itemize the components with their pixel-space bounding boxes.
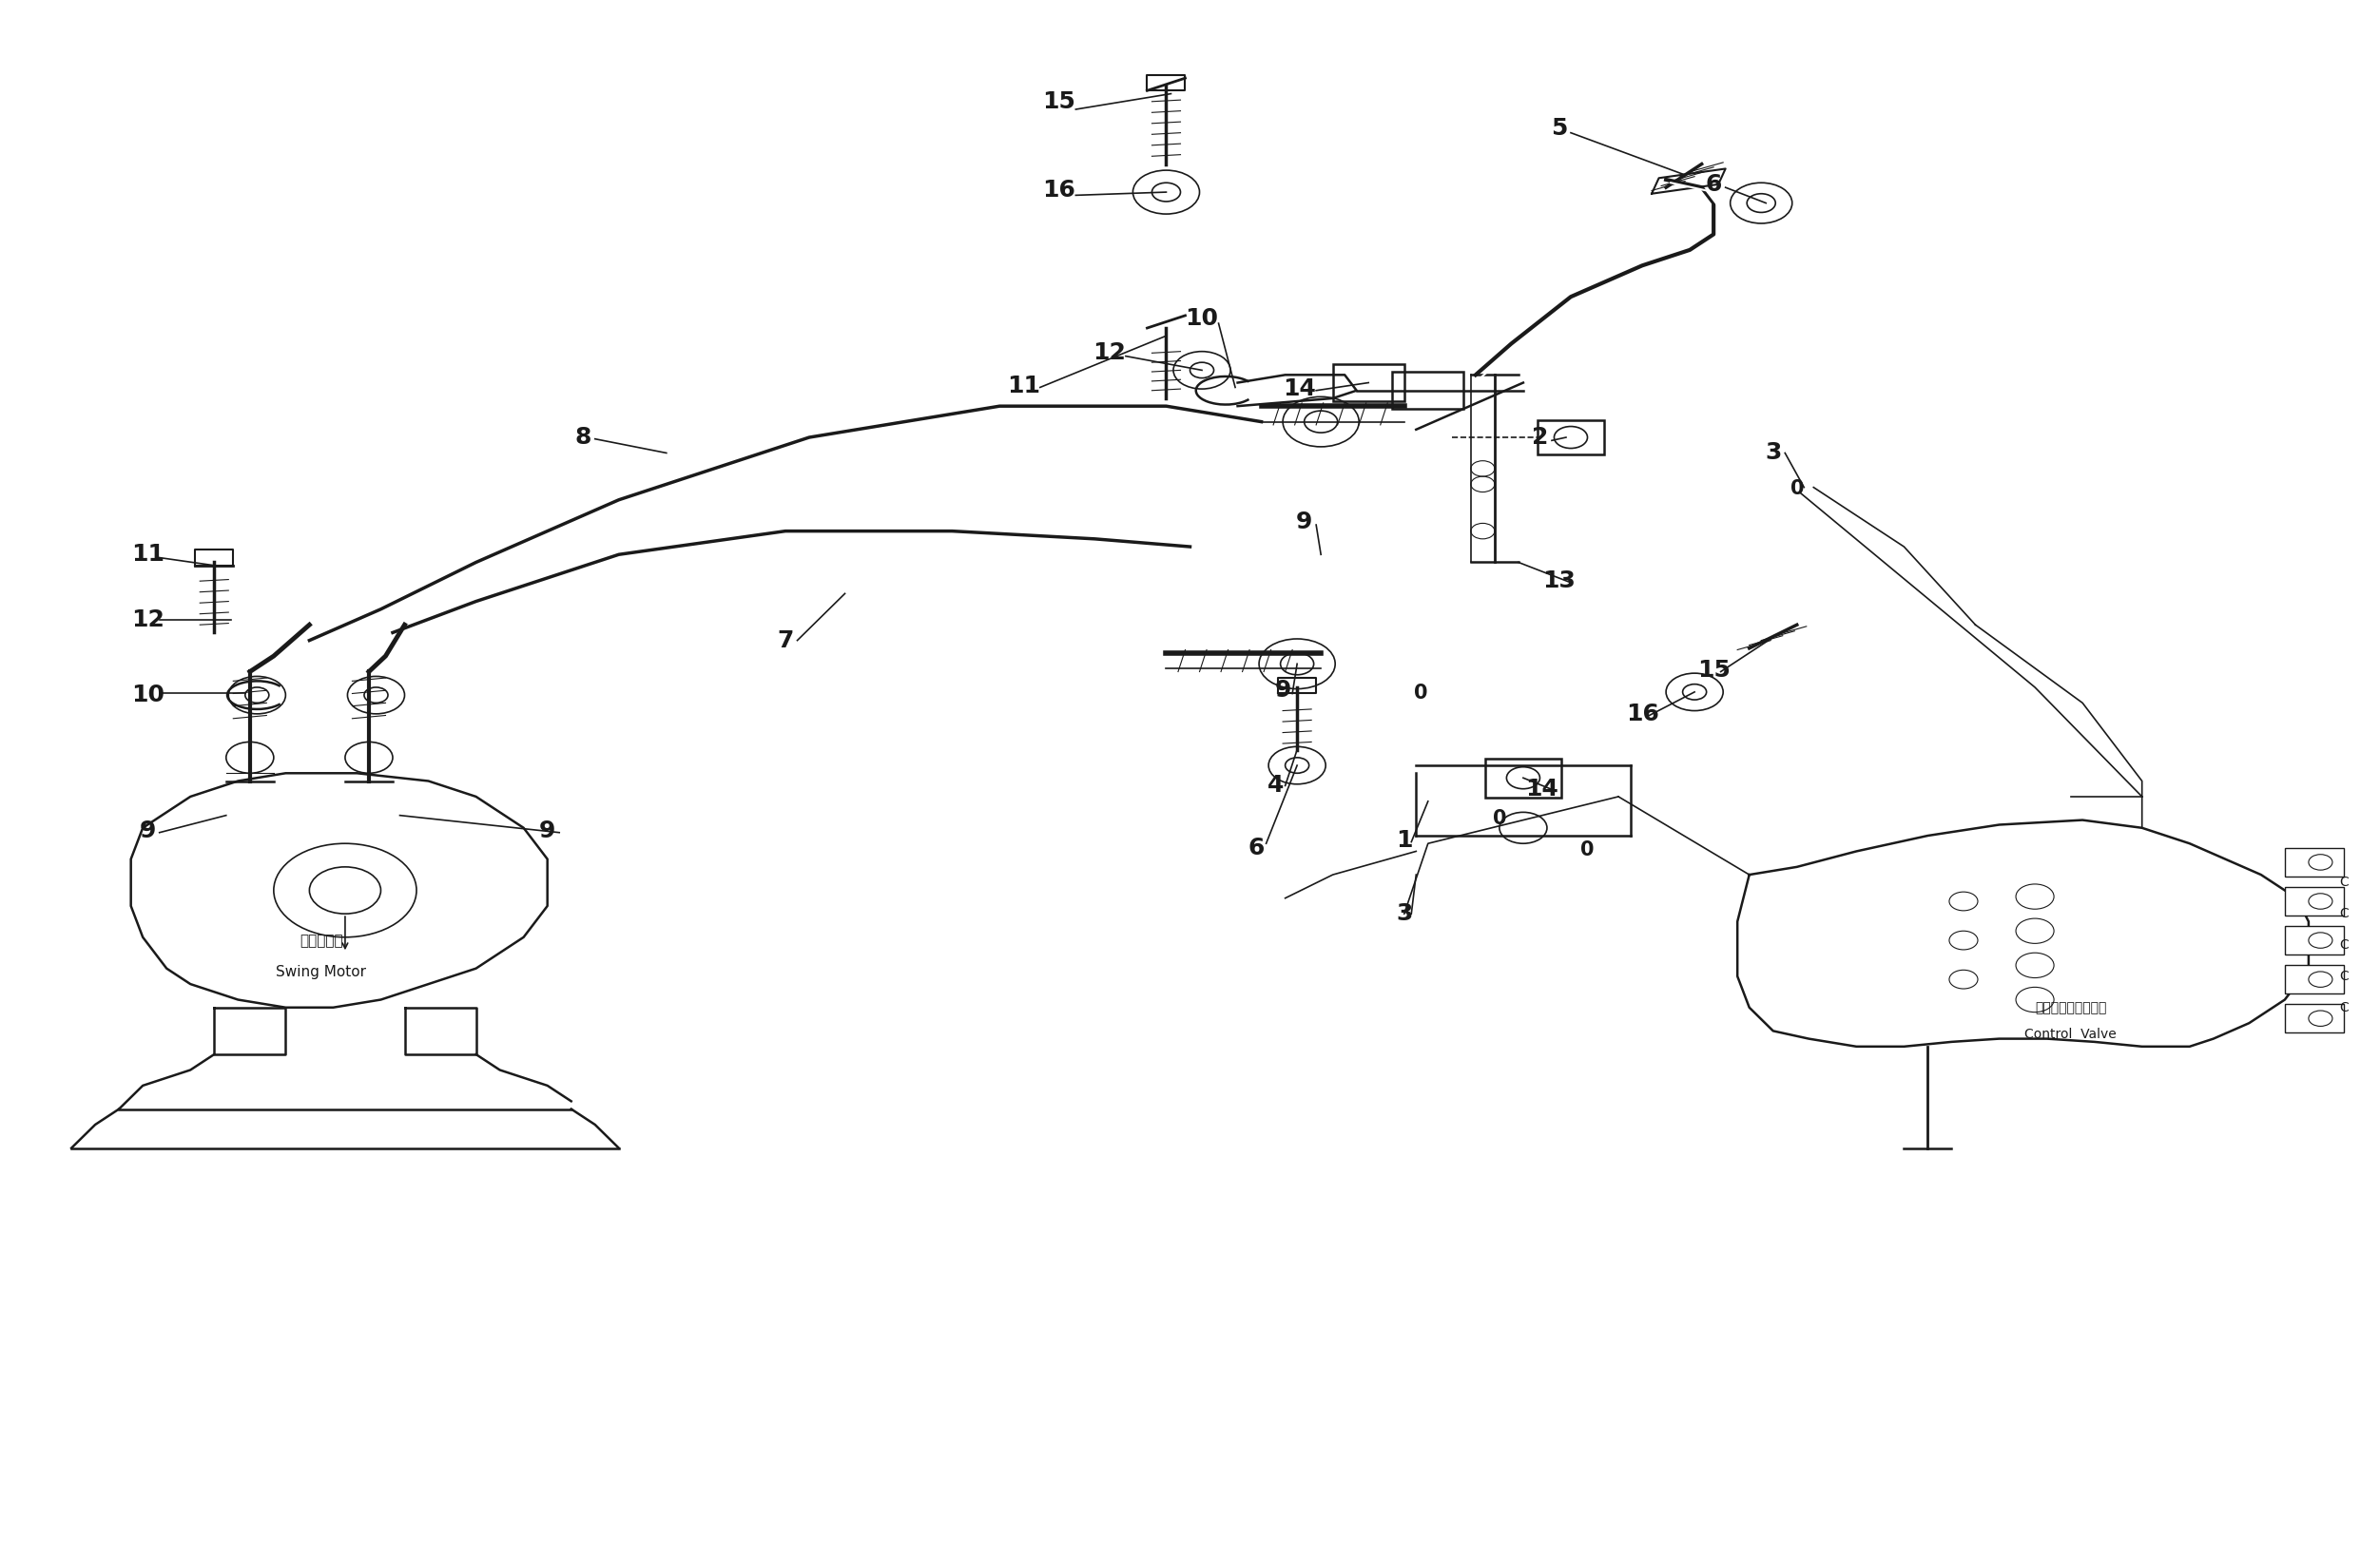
Text: 13: 13 xyxy=(1542,570,1576,592)
Text: 4: 4 xyxy=(1269,775,1283,797)
Bar xyxy=(2285,848,2344,876)
Text: 14: 14 xyxy=(1283,378,1316,400)
Text: 1: 1 xyxy=(1397,829,1411,851)
Text: 8: 8 xyxy=(576,426,590,448)
Text: C: C xyxy=(2340,1001,2349,1014)
Bar xyxy=(1392,372,1464,409)
Text: C: C xyxy=(2340,939,2349,951)
Text: 6: 6 xyxy=(1250,837,1264,859)
Text: 0: 0 xyxy=(1492,809,1507,828)
Text: 14: 14 xyxy=(1526,778,1559,800)
Text: Swing Motor: Swing Motor xyxy=(276,965,367,979)
Text: Control  Valve: Control Valve xyxy=(2025,1028,2116,1040)
Text: 7: 7 xyxy=(778,629,793,651)
Text: 0: 0 xyxy=(1414,684,1428,703)
Text: 0: 0 xyxy=(1580,840,1595,859)
Text: 2: 2 xyxy=(1533,426,1547,448)
Text: 0: 0 xyxy=(1790,480,1804,498)
Text: 6: 6 xyxy=(1706,173,1721,195)
Polygon shape xyxy=(1737,820,2309,1047)
Bar xyxy=(1485,759,1561,797)
Text: 15: 15 xyxy=(1697,659,1730,681)
Text: C: C xyxy=(2340,876,2349,889)
Text: 旋回モータ: 旋回モータ xyxy=(300,934,343,948)
Text: 16: 16 xyxy=(1626,703,1659,725)
Text: 3: 3 xyxy=(1397,903,1411,925)
Bar xyxy=(1537,420,1604,455)
Text: 9: 9 xyxy=(1297,511,1311,533)
Text: 9: 9 xyxy=(140,820,155,842)
Text: 3: 3 xyxy=(1766,442,1780,464)
Text: C: C xyxy=(2340,970,2349,982)
Bar xyxy=(2285,926,2344,954)
Text: 11: 11 xyxy=(131,544,164,565)
Bar xyxy=(2285,1004,2344,1032)
Text: 9: 9 xyxy=(540,820,555,842)
Text: 10: 10 xyxy=(1185,308,1219,330)
Text: C: C xyxy=(2340,908,2349,920)
Bar xyxy=(2285,965,2344,993)
Text: 10: 10 xyxy=(131,684,164,706)
Bar xyxy=(2285,887,2344,915)
Text: 9: 9 xyxy=(1276,679,1290,701)
Text: 15: 15 xyxy=(1042,91,1076,112)
Text: 12: 12 xyxy=(1092,342,1126,364)
Bar xyxy=(1333,364,1404,401)
Text: 16: 16 xyxy=(1042,180,1076,201)
Text: コントロールバルブ: コントロールバルブ xyxy=(2035,1001,2106,1014)
Text: 11: 11 xyxy=(1007,375,1040,397)
Text: 12: 12 xyxy=(131,609,164,631)
Text: 5: 5 xyxy=(1552,117,1566,139)
